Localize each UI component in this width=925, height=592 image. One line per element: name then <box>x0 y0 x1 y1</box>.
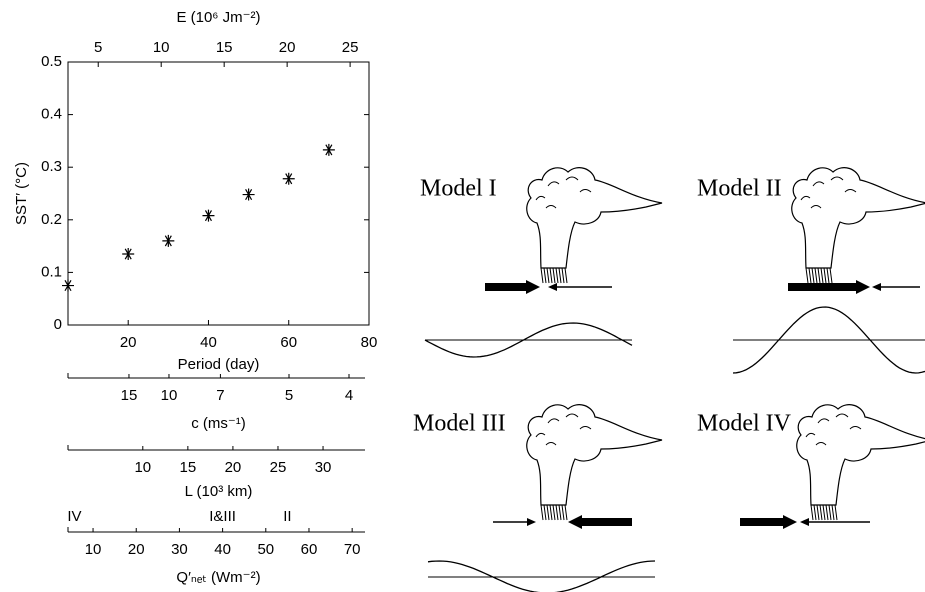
cloud-outline <box>526 167 663 269</box>
x-tick-label: 20 <box>120 334 137 351</box>
aux-tick-label: 30 <box>171 541 188 558</box>
rain-hatch <box>805 267 833 284</box>
panel-title: Model I <box>420 176 497 202</box>
panel-title: Model II <box>697 176 782 202</box>
cloud-curls <box>535 413 592 446</box>
thin-arrow <box>872 283 920 291</box>
y-axis-label: SST′ (°C) <box>13 162 30 225</box>
y-tick-label: 0.4 <box>41 106 62 123</box>
axis-annotation: IV <box>67 508 81 525</box>
cloud-curls <box>800 176 857 209</box>
aux-tick-label: 15 <box>180 459 197 476</box>
data-point <box>282 172 295 185</box>
thick-arrow <box>740 515 797 529</box>
cloud-curls <box>535 176 592 209</box>
top-tick-label: 5 <box>94 39 102 56</box>
rain-hatch <box>810 504 838 521</box>
wave-curve <box>427 560 656 592</box>
cloud-outline <box>791 167 925 269</box>
convective-cloud <box>526 404 663 521</box>
data-point <box>242 188 255 201</box>
aux-tick-label: 10 <box>134 459 151 476</box>
top-tick-label: 10 <box>153 39 170 56</box>
panel-title: Model IV <box>697 411 792 437</box>
convective-cloud <box>791 167 925 284</box>
wave-curve <box>732 306 925 374</box>
aux-tick-label: 20 <box>225 459 242 476</box>
y-tick-label: 0 <box>54 316 62 333</box>
thin-arrow <box>548 283 612 291</box>
aux-tick-label: 4 <box>345 387 353 404</box>
x-tick-label: 80 <box>361 334 378 351</box>
top-axis-label: E (10⁶ Jm⁻²) <box>176 9 260 26</box>
aux-tick-label: 5 <box>285 387 293 404</box>
aux-tick-label: 20 <box>128 541 145 558</box>
aux-tick-label: 10 <box>161 387 178 404</box>
axis-annotation: I&III <box>209 508 236 525</box>
x-axis-label: Period (day) <box>178 356 260 373</box>
aux-tick-label: 15 <box>121 387 138 404</box>
aux-tick-label: 25 <box>270 459 287 476</box>
aux-tick-label: 50 <box>257 541 274 558</box>
top-tick-label: 20 <box>279 39 296 56</box>
panel-title: Model III <box>413 411 506 437</box>
top-tick-label: 25 <box>342 39 359 56</box>
plot-frame <box>67 61 370 326</box>
y-tick-label: 0.2 <box>41 211 62 228</box>
wave-curve <box>424 322 633 358</box>
cloud-curls <box>805 413 862 446</box>
thin-arrow <box>800 518 870 526</box>
aux-axis-label: Q′ₙₑₜ (Wm⁻²) <box>176 569 260 586</box>
axis-annotation: II <box>283 508 291 525</box>
convective-cloud <box>796 404 925 521</box>
rain-hatch <box>540 504 568 521</box>
x-tick-label: 40 <box>200 334 217 351</box>
aux-tick-label: 40 <box>214 541 231 558</box>
data-point <box>322 143 335 156</box>
aux-tick-label: 70 <box>344 541 361 558</box>
aux-tick-label: 30 <box>315 459 332 476</box>
cloud-outline <box>796 404 925 506</box>
top-tick-label: 15 <box>216 39 233 56</box>
y-tick-label: 0.5 <box>41 53 62 70</box>
aux-tick-label: 10 <box>85 541 102 558</box>
aux-axis-label: c (ms⁻¹) <box>191 415 246 432</box>
thick-arrow <box>485 280 540 294</box>
thin-arrow <box>493 518 536 526</box>
aux-axis-label: L (10³ km) <box>185 483 253 500</box>
cloud-outline <box>526 404 663 506</box>
data-point <box>162 234 175 247</box>
thick-arrow <box>568 515 632 529</box>
rain-hatch <box>540 267 568 284</box>
y-tick-label: 0.3 <box>41 158 62 175</box>
data-point <box>202 209 215 222</box>
y-tick-label: 0.1 <box>41 263 62 280</box>
aux-tick-label: 7 <box>216 387 224 404</box>
data-point <box>62 279 74 292</box>
thick-arrow <box>788 280 870 294</box>
x-tick-label: 60 <box>280 334 297 351</box>
data-point <box>122 247 135 260</box>
aux-tick-label: 60 <box>301 541 318 558</box>
convective-cloud <box>526 167 663 284</box>
